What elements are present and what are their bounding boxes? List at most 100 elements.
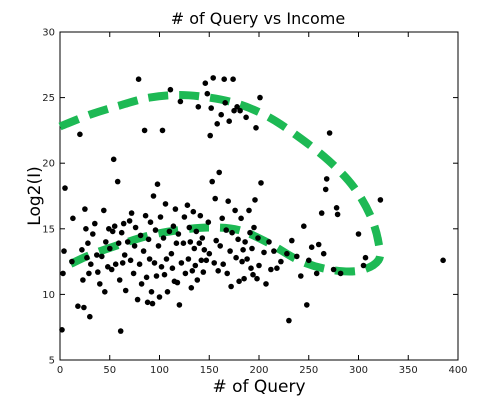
data-point (161, 271, 168, 278)
data-point (207, 132, 213, 139)
data-point (278, 258, 284, 265)
x-tick-label: 200 (249, 365, 268, 376)
data-point (224, 270, 230, 277)
data-point (62, 185, 68, 191)
data-point (95, 269, 101, 275)
data-point (308, 244, 315, 250)
data-point (107, 245, 113, 252)
data-point (122, 287, 129, 294)
data-point (235, 236, 241, 243)
data-point (249, 245, 255, 252)
data-point (102, 289, 108, 295)
data-point (167, 86, 174, 93)
data-point (81, 304, 87, 311)
x-tick-label: 150 (200, 365, 219, 376)
data-point (154, 181, 161, 187)
data-point (82, 206, 88, 212)
data-point (219, 215, 225, 222)
data-point (208, 105, 214, 111)
data-point (255, 235, 261, 241)
data-point (333, 205, 340, 211)
data-point (172, 206, 179, 212)
data-point (177, 98, 184, 105)
data-point (216, 169, 222, 176)
y-tick-label: 15 (42, 224, 55, 235)
x-tick-label: 250 (299, 365, 318, 376)
data-point (199, 235, 206, 241)
data-point (168, 250, 175, 257)
data-point (92, 220, 98, 227)
data-points (59, 75, 446, 334)
data-point (313, 270, 320, 277)
data-point (142, 212, 149, 219)
data-point (162, 201, 169, 207)
data-point (88, 261, 94, 268)
data-point (115, 240, 122, 246)
data-point (90, 231, 96, 237)
data-point (238, 215, 244, 222)
data-point (134, 296, 141, 303)
data-point (87, 313, 93, 320)
data-point (121, 252, 128, 258)
data-point (218, 111, 224, 118)
data-point (250, 271, 256, 278)
data-point (243, 114, 249, 121)
data-point (130, 270, 137, 277)
data-point (84, 254, 90, 261)
data-point (145, 236, 152, 243)
data-point (252, 197, 258, 203)
data-point (189, 268, 196, 274)
data-point (253, 125, 259, 131)
data-point (355, 231, 362, 237)
data-point (236, 278, 242, 285)
data-point (164, 289, 171, 295)
data-point (192, 262, 199, 269)
data-point (190, 208, 197, 215)
data-point (289, 237, 295, 244)
data-point (83, 226, 89, 232)
data-point (254, 275, 260, 282)
data-point (178, 260, 185, 266)
data-point (60, 270, 66, 277)
data-point (214, 121, 220, 127)
data-point (120, 220, 127, 227)
data-point (137, 232, 144, 239)
data-point (360, 262, 367, 269)
data-point (140, 248, 147, 254)
y-axis-label: Log2(I) (25, 166, 45, 225)
data-point (176, 302, 183, 308)
data-point (261, 249, 267, 256)
x-tick-label: 300 (349, 365, 368, 376)
y-tick-label: 10 (42, 290, 55, 301)
data-point (206, 250, 213, 257)
data-point (187, 239, 194, 245)
data-point (268, 266, 274, 273)
data-point (304, 302, 310, 308)
data-point (221, 76, 227, 82)
data-point (301, 223, 307, 229)
data-point (94, 252, 100, 258)
data-point (298, 273, 304, 279)
data-point (193, 228, 200, 235)
data-point (128, 210, 135, 216)
data-point (75, 303, 81, 310)
data-point (148, 289, 155, 295)
data-point (69, 258, 75, 265)
data-point (132, 224, 139, 231)
data-point (77, 131, 83, 138)
data-point (149, 300, 156, 307)
data-point (266, 239, 272, 245)
data-point (174, 279, 181, 286)
data-point (147, 219, 154, 225)
data-point (153, 273, 160, 279)
data-point (294, 253, 300, 260)
data-point (318, 210, 325, 216)
data-point (244, 256, 250, 262)
data-point (108, 266, 115, 273)
data-point (251, 224, 257, 231)
data-point (222, 100, 228, 106)
data-point (225, 198, 231, 204)
data-point (70, 215, 76, 222)
data-point (156, 294, 163, 300)
data-point (181, 214, 188, 220)
